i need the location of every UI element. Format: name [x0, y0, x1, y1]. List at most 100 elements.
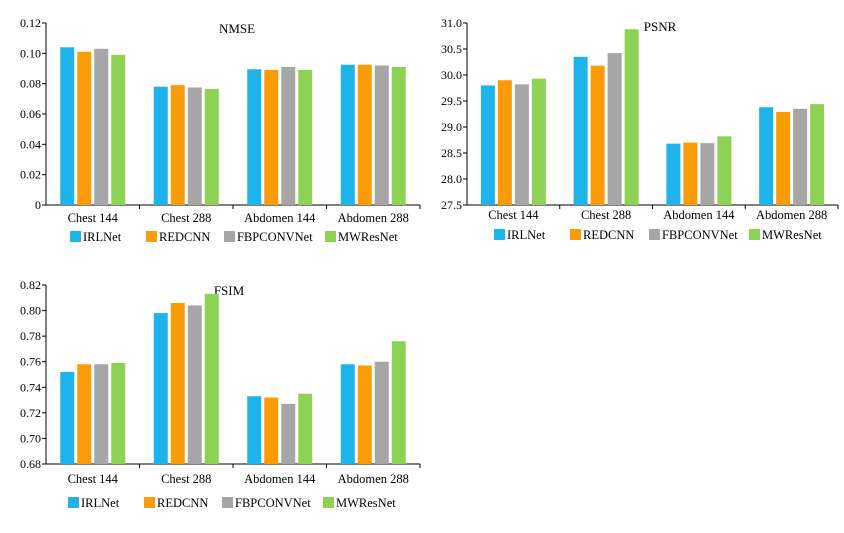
legend-swatch-irlnet — [68, 497, 79, 508]
y-tick-label: 30.5 — [441, 42, 462, 56]
bar-mwresnet-1 — [204, 293, 219, 464]
x-category-label: Chest 288 — [581, 208, 631, 222]
y-tick-label: 0.68 — [20, 457, 41, 471]
chart-1: PSNR 27.5 28.0 28.5 29.0 29.5 30.0 30.5 31.0 Ches… — [441, 16, 839, 242]
bar-redcnn-1 — [170, 302, 185, 464]
bar-mwresnet-3 — [391, 66, 406, 205]
bar-fbpconvnet-2 — [700, 143, 715, 205]
x-category-label: Abdomen 288 — [756, 208, 827, 222]
chart-0: NMSE 0 0.02 0.04 0.06 0.08 0.10 0.12 Chest 144 Ch… — [20, 16, 421, 244]
bar-fbpconvnet-3 — [374, 65, 389, 205]
legend-label-redcnn: REDCNN — [583, 228, 634, 242]
legend-label-fbpconvnet: FBPCONVNet — [662, 228, 738, 242]
bar-fbpconvnet-0 — [94, 364, 109, 464]
bar-irlnet-3 — [759, 107, 774, 205]
x-category-label: Chest 144 — [488, 208, 539, 222]
bar-irlnet-2 — [666, 143, 681, 205]
bar-redcnn-1 — [170, 85, 185, 205]
bar-irlnet-3 — [340, 364, 355, 464]
bar-redcnn-1 — [590, 65, 605, 205]
x-category-label: Abdomen 144 — [244, 211, 316, 225]
y-tick-label: 31.0 — [441, 16, 462, 30]
bar-irlnet-1 — [573, 56, 588, 205]
legend-swatch-redcnn — [144, 497, 155, 508]
y-tick-label: 28.0 — [441, 172, 462, 186]
y-tick-label: 28.5 — [441, 146, 462, 160]
x-category-label: Abdomen 144 — [663, 208, 735, 222]
bar-mwresnet-0 — [111, 362, 126, 464]
bar-mwresnet-1 — [204, 88, 219, 205]
x-category-label: Chest 144 — [68, 211, 119, 225]
bar-redcnn-0 — [77, 364, 92, 464]
legend-label-mwresnet: MWResNet — [762, 228, 822, 242]
legend-label-irlnet: IRLNet — [83, 230, 122, 244]
chart-title: FSIM — [214, 283, 245, 298]
chart-2: FSIM 0.68 0.70 0.72 0.74 0.76 0.78 0.80 0.82 Ches… — [20, 278, 421, 510]
bar-mwresnet-0 — [111, 54, 126, 205]
x-category-label: Abdomen 288 — [338, 472, 409, 486]
legend-label-redcnn: REDCNN — [157, 496, 208, 510]
bar-fbpconvnet-2 — [281, 403, 296, 464]
bar-mwresnet-0 — [531, 78, 546, 205]
y-tick-label: 29.5 — [441, 94, 462, 108]
bar-fbpconvnet-3 — [374, 361, 389, 464]
bar-mwresnet-2 — [717, 136, 732, 205]
bar-fbpconvnet-3 — [793, 108, 808, 205]
y-tick-label: 0.70 — [20, 431, 41, 445]
y-tick-label: 0.80 — [20, 304, 41, 318]
bar-mwresnet-1 — [624, 29, 639, 205]
bar-irlnet-1 — [153, 313, 168, 464]
y-tick-label: 0.78 — [20, 329, 41, 343]
legend-label-irlnet: IRLNet — [81, 496, 120, 510]
legend-swatch-fbpconvnet — [224, 231, 235, 242]
y-tick-label: 0.74 — [20, 380, 41, 394]
bar-mwresnet-3 — [810, 104, 825, 205]
legend-label-mwresnet: MWResNet — [336, 496, 396, 510]
chart-title: NMSE — [219, 21, 255, 36]
legend-label-fbpconvnet: FBPCONVNet — [237, 230, 313, 244]
x-category-label: Abdomen 144 — [244, 472, 316, 486]
legend-swatch-fbpconvnet — [222, 497, 233, 508]
y-tick-label: 0 — [35, 198, 41, 212]
x-category-label: Chest 144 — [68, 472, 119, 486]
y-tick-label: 0.10 — [20, 46, 41, 60]
legend-swatch-irlnet — [70, 231, 81, 242]
bar-irlnet-0 — [480, 85, 495, 205]
legend-swatch-irlnet — [494, 229, 505, 240]
y-tick-label: 27.5 — [441, 198, 462, 212]
bar-fbpconvnet-0 — [94, 48, 109, 206]
chart-title: PSNR — [644, 19, 677, 34]
y-tick-label: 0.76 — [20, 355, 41, 369]
bar-irlnet-1 — [153, 86, 168, 205]
bar-fbpconvnet-1 — [607, 53, 622, 205]
bar-mwresnet-3 — [391, 341, 406, 464]
y-tick-label: 29.0 — [441, 120, 462, 134]
y-tick-label: 0.72 — [20, 406, 41, 420]
bar-redcnn-3 — [776, 111, 791, 205]
bar-redcnn-0 — [77, 51, 92, 205]
legend-swatch-mwresnet — [325, 231, 336, 242]
y-tick-label: 30.0 — [441, 68, 462, 82]
legend-label-fbpconvnet: FBPCONVNet — [235, 496, 311, 510]
bar-redcnn-0 — [497, 80, 512, 205]
bar-irlnet-2 — [247, 69, 262, 205]
y-tick-label: 0.82 — [20, 278, 41, 292]
bar-mwresnet-2 — [298, 393, 313, 464]
legend-label-irlnet: IRLNet — [507, 228, 546, 242]
x-category-label: Chest 288 — [161, 211, 211, 225]
legend-swatch-fbpconvnet — [649, 229, 660, 240]
bar-fbpconvnet-1 — [187, 87, 202, 205]
bar-redcnn-2 — [264, 70, 279, 206]
legend-swatch-mwresnet — [323, 497, 334, 508]
bar-fbpconvnet-2 — [281, 66, 296, 205]
bar-irlnet-0 — [60, 47, 75, 206]
y-tick-label: 0.02 — [20, 168, 41, 182]
x-category-label: Abdomen 288 — [338, 211, 409, 225]
legend-swatch-mwresnet — [749, 229, 760, 240]
bar-redcnn-3 — [357, 64, 372, 205]
legend-label-redcnn: REDCNN — [159, 230, 210, 244]
legend-label-mwresnet: MWResNet — [338, 230, 398, 244]
bar-mwresnet-2 — [298, 70, 313, 206]
bar-irlnet-2 — [247, 396, 262, 464]
